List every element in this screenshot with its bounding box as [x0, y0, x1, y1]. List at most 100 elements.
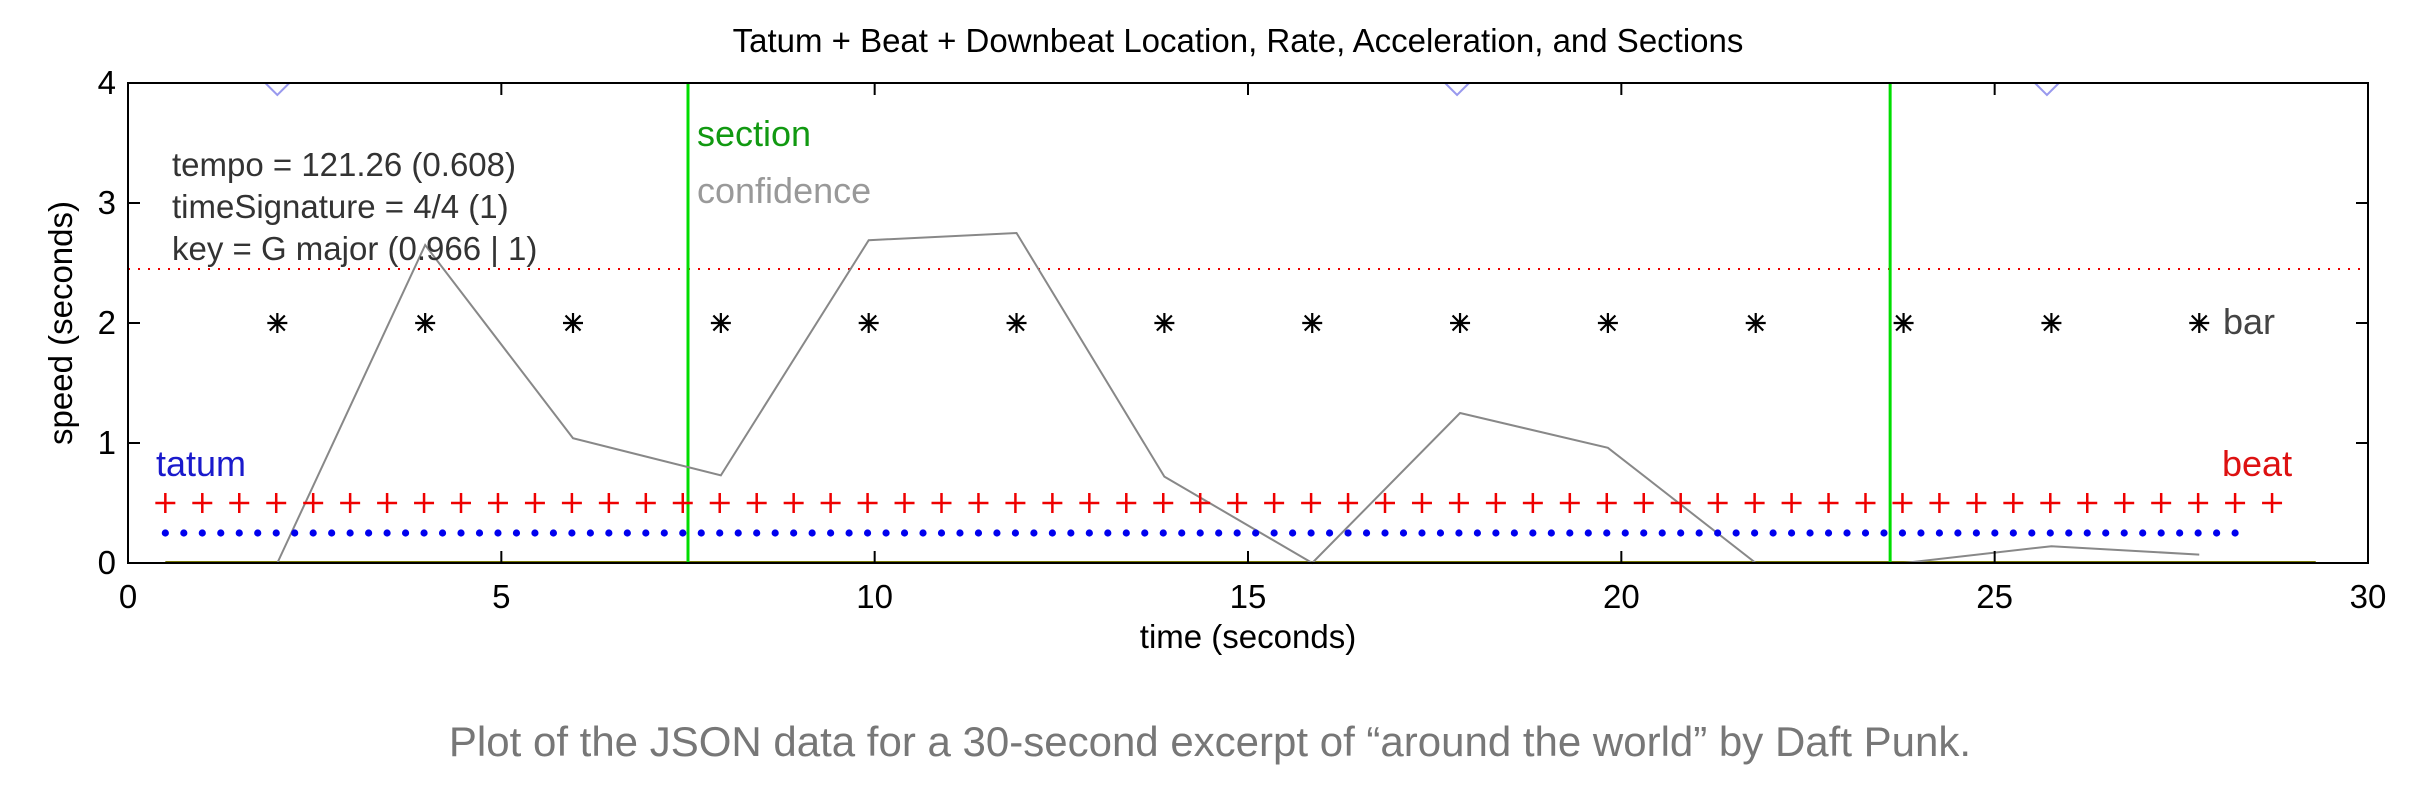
tatum-point	[1898, 529, 1907, 537]
tatum-point	[531, 529, 539, 537]
tatum-point	[346, 529, 354, 537]
tatum-point	[568, 529, 576, 537]
beat-point	[1116, 493, 1137, 513]
bar-point	[1302, 313, 1323, 333]
tatum-point	[180, 529, 188, 537]
beat-point	[1744, 493, 1765, 513]
tatum-point	[1492, 529, 1500, 537]
x-axis: 0 5 10 15 20 25 30	[119, 83, 2386, 615]
tatum-point	[2028, 529, 2036, 537]
tatum-point	[586, 529, 594, 537]
tatum-point	[956, 529, 964, 537]
bar-point	[267, 313, 288, 333]
beat-point	[192, 493, 213, 513]
tatum-point	[217, 529, 225, 537]
chart-title: Tatum + Beat + Downbeat Location, Rate, …	[733, 22, 1744, 59]
beat-point	[1264, 493, 1285, 513]
info-key: key = G major (0.966 | 1)	[172, 230, 537, 267]
tatum-point	[1954, 529, 1962, 537]
tatum-point	[401, 529, 410, 537]
tatum-point	[1418, 529, 1426, 537]
tatum-point	[1215, 529, 1223, 537]
tatum-point	[1252, 529, 1260, 537]
beat-point	[303, 493, 324, 513]
beat-point	[2225, 493, 2246, 513]
beat-point	[2077, 493, 2098, 513]
tatum-point	[1621, 529, 1629, 537]
tatum-point	[1861, 529, 1870, 537]
beat-point	[1190, 493, 1211, 513]
beat-point	[524, 493, 545, 513]
y-axis-label: speed (seconds)	[42, 201, 79, 445]
tatum-point	[1806, 529, 1814, 537]
beat-point	[857, 493, 878, 513]
tatum-point	[1695, 529, 1703, 537]
tatum-point	[1787, 529, 1796, 537]
tatum-point	[937, 529, 946, 537]
beat-point	[1633, 493, 1654, 513]
tatum-point	[753, 529, 761, 537]
beat-point	[229, 493, 250, 513]
y-axis: 0 1 2 3 4	[98, 64, 2368, 581]
tatum-point	[2157, 529, 2165, 537]
tatum-point	[254, 529, 262, 537]
tatum-point	[1141, 529, 1149, 537]
y-tick-label: 1	[98, 424, 116, 461]
bar-point	[1597, 313, 1618, 333]
tatum-point	[605, 529, 613, 537]
label-bar: bar	[2223, 301, 2275, 342]
beat-point	[1818, 493, 1839, 513]
beat-point	[1079, 493, 1100, 513]
info-tempo: tempo = 121.26 (0.608)	[172, 146, 516, 183]
beat-point	[2040, 493, 2061, 513]
tatum-point	[457, 529, 465, 537]
beat-point	[414, 493, 435, 513]
beat-point	[1411, 493, 1432, 513]
beat-point	[377, 493, 398, 513]
tatum-point	[1824, 529, 1833, 537]
x-axis-label: time (seconds)	[1140, 618, 1356, 655]
tatum-point	[198, 529, 206, 537]
beat-point	[820, 493, 841, 513]
beat-point	[1855, 493, 1876, 513]
tatum-point	[660, 529, 668, 537]
tatum-point	[679, 529, 687, 537]
tatum-point	[697, 529, 705, 537]
beat-point	[598, 493, 619, 513]
tatum-point	[771, 529, 779, 537]
beat-point	[783, 493, 804, 513]
tatum-point	[291, 529, 299, 537]
beat-point	[1448, 493, 1469, 513]
y-tick-label: 0	[98, 544, 116, 581]
y-tick-label: 4	[98, 64, 116, 101]
tatum-point	[1714, 529, 1722, 537]
tatum-point	[2083, 529, 2091, 537]
tatum-point	[1732, 529, 1740, 537]
tatum-point	[1510, 529, 1518, 537]
acceleration-mark-1	[1444, 82, 1470, 97]
bar-point	[1450, 313, 1471, 333]
beat-point	[1559, 493, 1580, 513]
tatum-point	[2176, 529, 2184, 537]
tatum-point	[827, 529, 835, 537]
bar-point	[1745, 313, 1766, 333]
tatum-point	[494, 529, 502, 537]
tatum-point	[2120, 529, 2128, 537]
tatum-point	[1751, 529, 1759, 537]
tatum-point	[1085, 529, 1093, 537]
beat-point	[1707, 493, 1728, 513]
tatum-point	[2046, 529, 2054, 537]
bar-point	[1893, 313, 1914, 333]
tatum-point	[1399, 529, 1408, 537]
x-tick-label: 5	[492, 578, 510, 615]
tatum-point	[1843, 529, 1851, 537]
tatum-point	[1362, 529, 1371, 537]
beat-point	[931, 493, 952, 513]
bar-point	[415, 313, 436, 333]
tatum-point	[623, 529, 631, 537]
bar-point	[2041, 313, 2062, 333]
label-section: section	[697, 113, 811, 154]
beat-point	[1227, 493, 1248, 513]
bar-point	[710, 313, 731, 333]
beat-point	[635, 493, 656, 513]
